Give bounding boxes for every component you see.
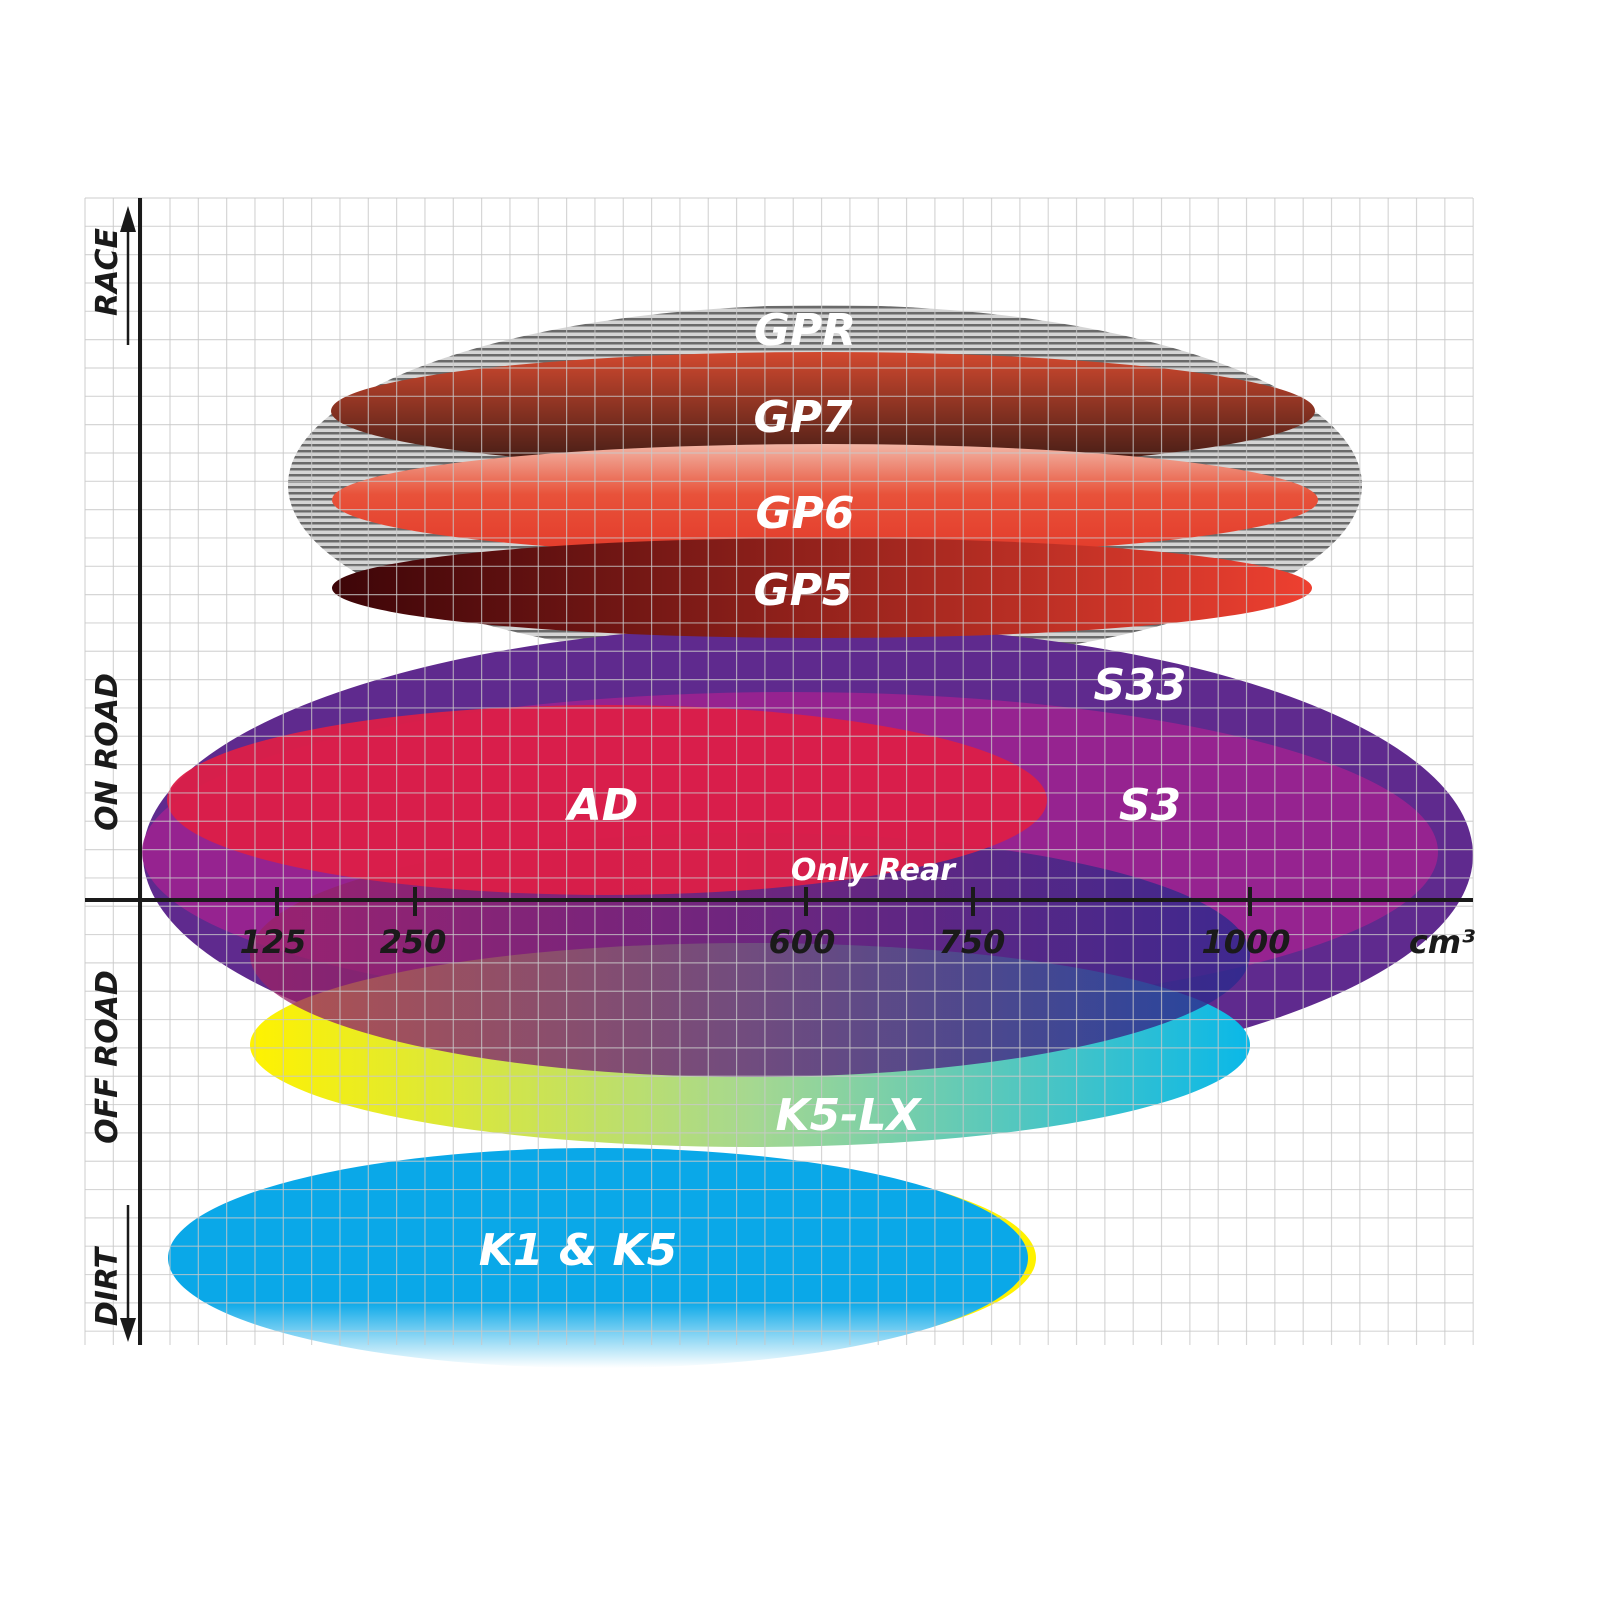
- label-k1-k5: K1 & K5: [479, 1225, 677, 1276]
- arrow-down-icon: [120, 1318, 136, 1342]
- x-tick-label: 600: [769, 923, 836, 961]
- y-label-race: RACE: [90, 228, 125, 316]
- ellipse-gp6: [332, 444, 1318, 556]
- x-unit-label: cm³: [1409, 923, 1475, 961]
- label-s3: S3: [1119, 780, 1181, 831]
- label-only-rear: Only Rear: [791, 853, 957, 888]
- y-label-off-road: OFF ROAD: [90, 970, 125, 1144]
- ellipse-k1-k5: [168, 1148, 1028, 1368]
- x-tick-label: 250: [380, 923, 447, 961]
- label-gpr: GPR: [754, 305, 856, 356]
- ellipse-gp7: [331, 352, 1315, 470]
- axes: [85, 198, 1473, 1345]
- label-s33: S33: [1094, 660, 1187, 711]
- x-tick-label: 750: [939, 923, 1006, 961]
- x-tick-label: 1000: [1201, 923, 1290, 961]
- x-tick-label: 125: [240, 923, 307, 961]
- label-ad: AD: [565, 780, 639, 831]
- ellipse-ad: [167, 705, 1047, 895]
- label-gp5: GP5: [754, 565, 853, 616]
- grid: [84, 197, 1474, 1345]
- arrow-up-icon: [120, 206, 136, 232]
- product-ellipses: [142, 305, 1473, 1368]
- label-gp6: GP6: [756, 488, 855, 539]
- ellipse-only-rear: [250, 833, 1250, 1077]
- label-k5-lx: K5-LX: [776, 1090, 923, 1141]
- y-label-dirt: DIRT: [90, 1245, 125, 1326]
- y-label-on-road: ON ROAD: [90, 673, 125, 831]
- label-gp7: GP7: [754, 392, 853, 443]
